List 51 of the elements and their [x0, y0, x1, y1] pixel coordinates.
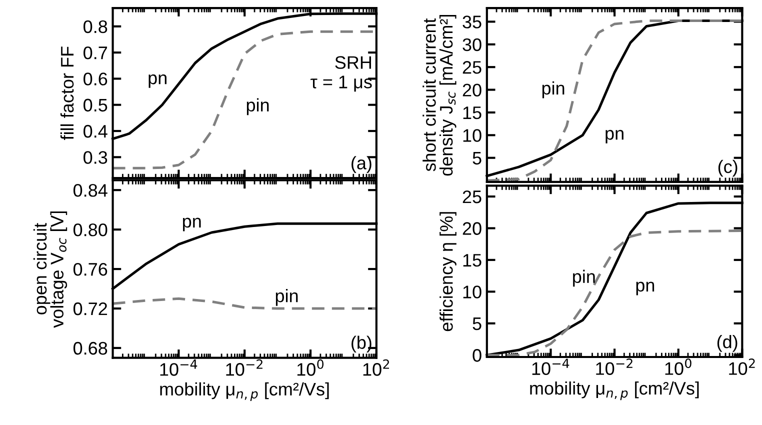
series-label: pn	[148, 74, 166, 88]
y-tick-label: 35	[462, 16, 482, 28]
y-tick-label: 0.3	[84, 151, 108, 164]
series-label: pin	[276, 289, 298, 306]
series-label: pn	[636, 282, 654, 296]
x-axis-title: mobility μ$_{n,p}$ [cm²/Vs]	[160, 382, 329, 401]
y-tick-label: 25	[462, 190, 482, 204]
y-tick-label: 20	[462, 222, 482, 235]
y-tick-label: 0.84	[73, 184, 108, 197]
x-tick-label: 10$^{2}$	[363, 359, 390, 376]
y-tick-label: 10	[463, 129, 482, 142]
y-tick-label: 15	[463, 254, 482, 267]
x-tick-label: 10$^{−2}$	[596, 358, 632, 375]
x-axis-title: mobility μ$_{n,p}$ [cm²/Vs]	[530, 381, 699, 400]
series-label: pn	[606, 130, 624, 144]
y-tick-label: 30	[462, 38, 482, 52]
y-tick-label: 20	[462, 84, 482, 96]
y-tick-label: 5	[472, 318, 482, 330]
y-tick-label: 0.7	[84, 46, 108, 60]
y-axis-title: open circuit voltage V$_{oc}$ [V]	[33, 211, 68, 328]
series-label: pin	[246, 98, 269, 116]
y-axis-title: fill factor FF	[60, 46, 74, 140]
series-label: pn	[182, 218, 201, 232]
series-label: pin	[542, 81, 564, 98]
y-tick-label: 25	[462, 61, 482, 74]
y-tick-label: 10	[463, 286, 482, 298]
annotation: (b)	[352, 336, 372, 353]
y-tick-label: 0.72	[73, 302, 108, 316]
y-tick-label: 0.4	[84, 124, 108, 138]
annotation: SRH τ = 1 μs	[310, 56, 372, 92]
y-tick-label: 0.76	[73, 262, 108, 276]
y-tick-label: 0.68	[73, 342, 108, 355]
annotation: (c)	[718, 160, 738, 177]
x-tick-label: 10$^{0}$	[297, 359, 324, 376]
x-tick-label: 10$^{0}$	[665, 358, 692, 375]
y-axis-title: efficiency η [%]	[440, 212, 456, 332]
x-tick-label: 10$^{−4}$	[532, 358, 570, 375]
x-tick-label: 10$^{2}$	[729, 358, 755, 375]
annotation: (d)	[717, 335, 738, 352]
y-tick-label: 0.8	[84, 20, 108, 34]
y-tick-label: 5	[472, 152, 482, 165]
series-label: pin	[573, 270, 595, 287]
annotation: (a)	[352, 156, 372, 173]
x-tick-label: 10$^{−2}$	[226, 359, 262, 376]
y-tick-label: 0.6	[84, 72, 108, 86]
y-axis-title: short circuit current density J$_{sc}$ [mA/cm²]	[422, 15, 456, 176]
x-tick-label: 10$^{−4}$	[160, 360, 198, 376]
y-tick-label: 0.5	[84, 98, 108, 112]
y-tick-label: 0.80	[73, 223, 108, 236]
y-tick-label: 0	[472, 349, 482, 362]
y-tick-label: 15	[463, 106, 482, 120]
